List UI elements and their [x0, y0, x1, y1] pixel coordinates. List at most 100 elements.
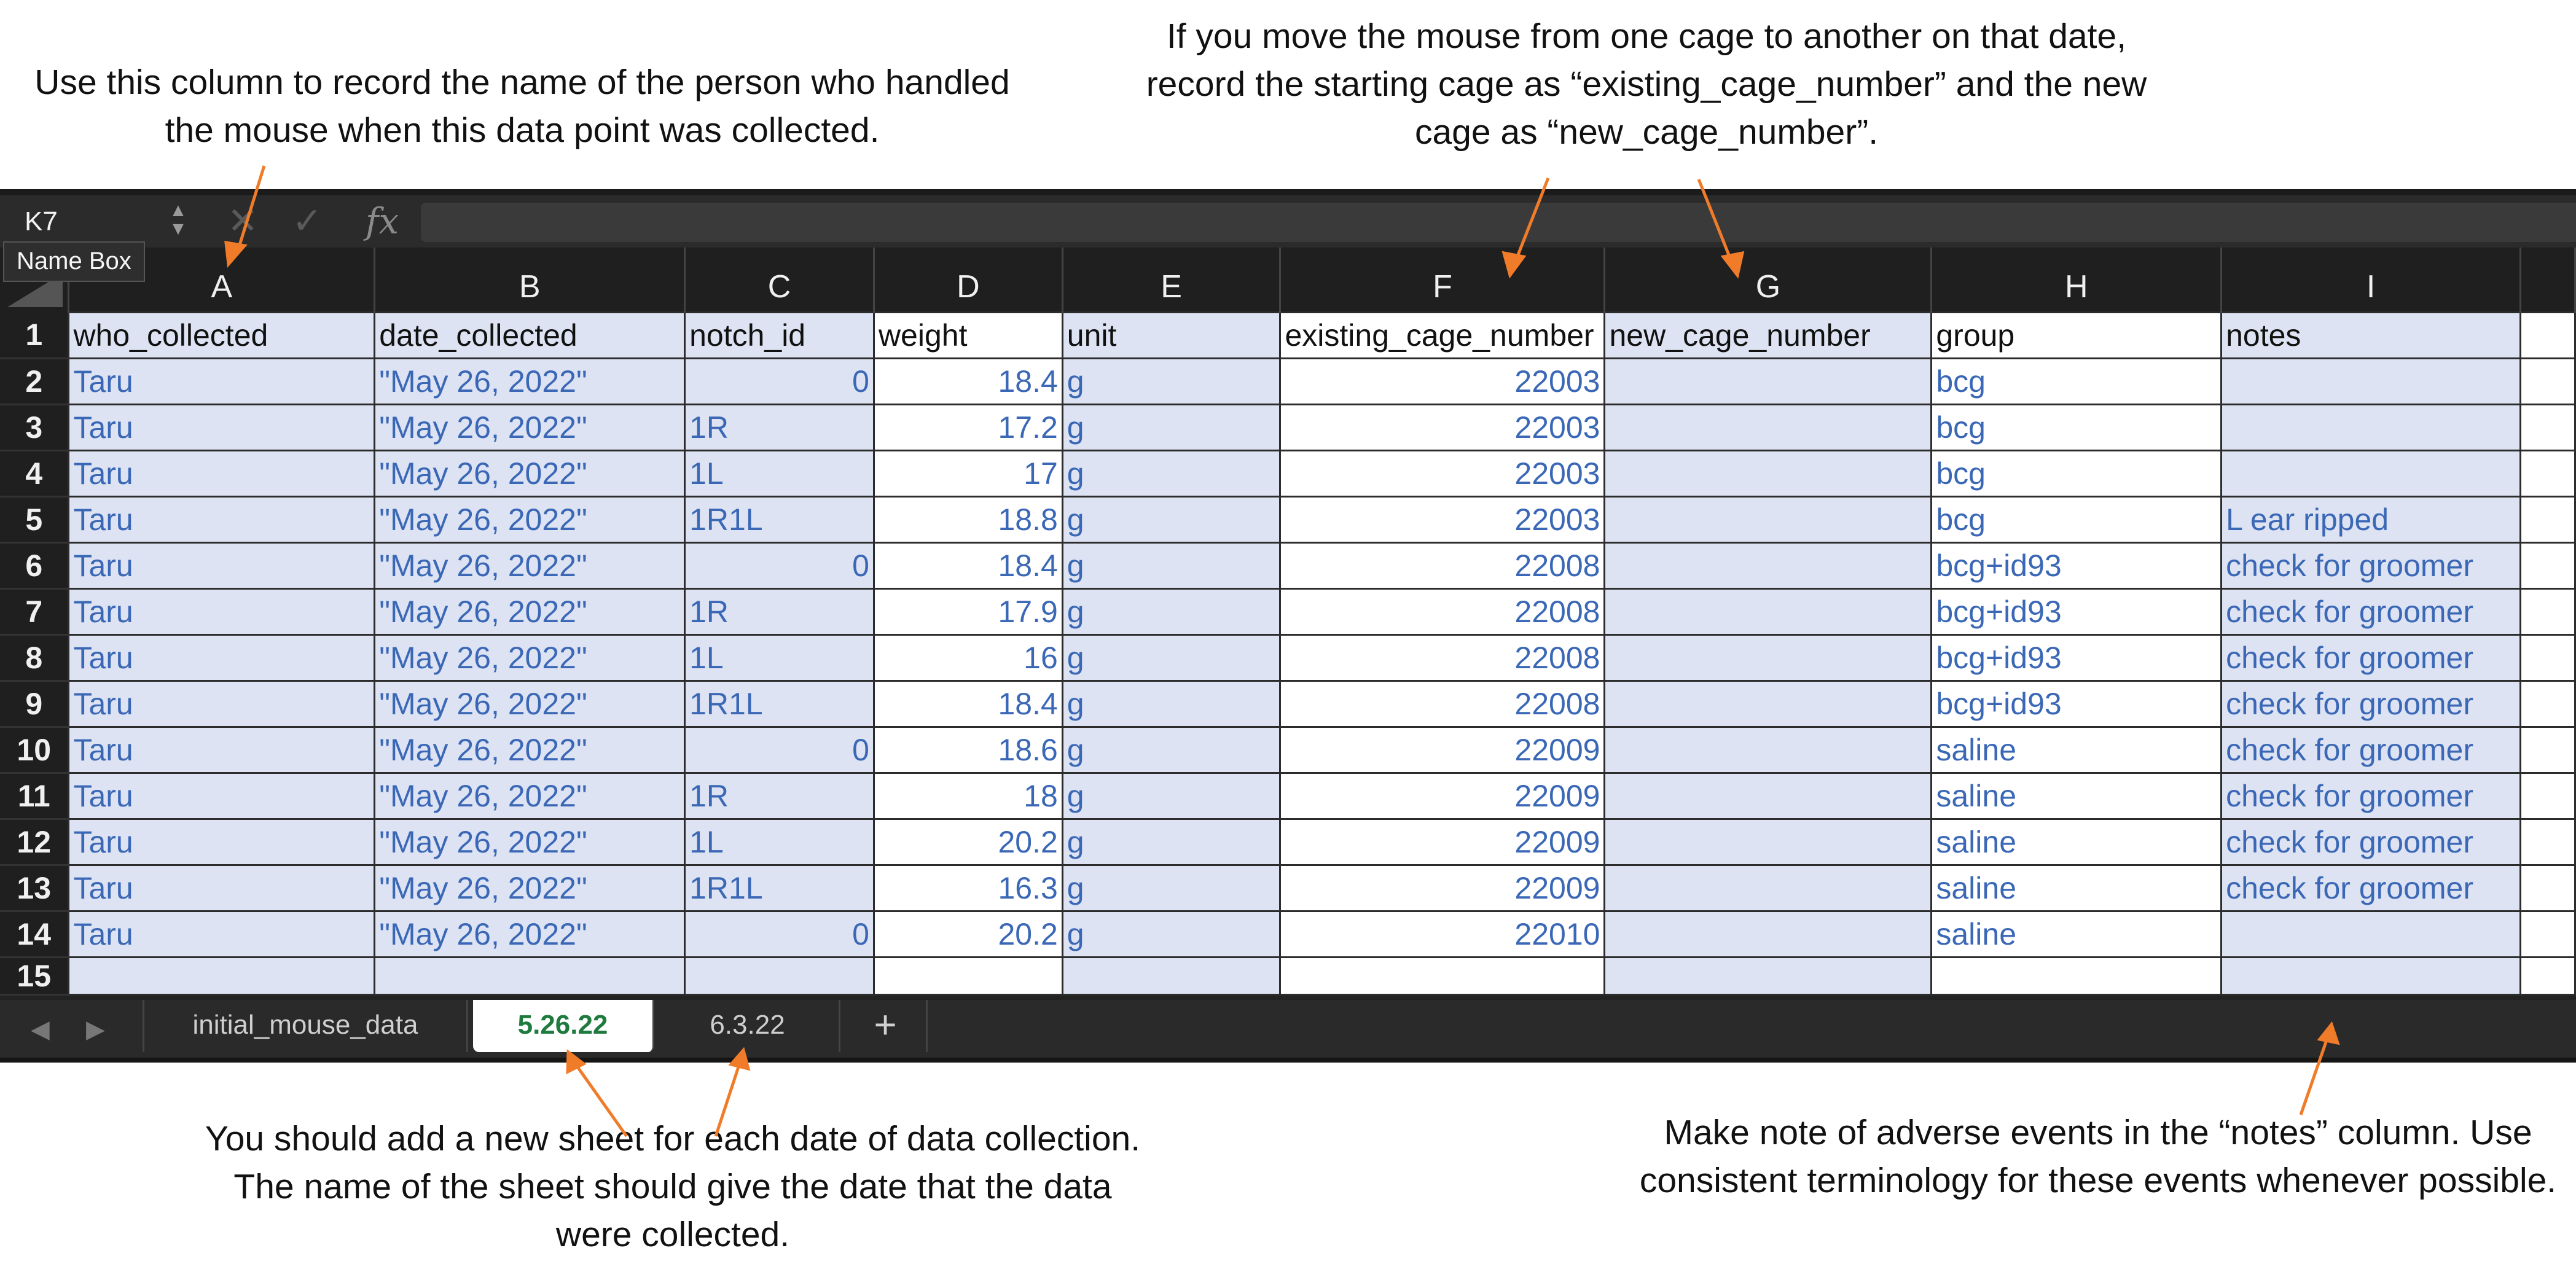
- grid-cell[interactable]: [2519, 587, 2576, 636]
- grid-cell[interactable]: "May 26, 2022": [374, 449, 686, 497]
- grid-cell[interactable]: check for groomer: [2220, 817, 2521, 866]
- grid-cell[interactable]: [1603, 679, 1933, 728]
- grid-cell[interactable]: saline: [1930, 771, 2223, 820]
- grid-cell[interactable]: [2519, 403, 2576, 451]
- grid-cell[interactable]: "May 26, 2022": [374, 817, 686, 866]
- grid-cell[interactable]: 22003: [1279, 357, 1606, 405]
- grid-cell[interactable]: [2519, 817, 2576, 866]
- grid-cell[interactable]: g: [1061, 679, 1282, 728]
- grid-cell[interactable]: 22008: [1279, 541, 1606, 590]
- name-box[interactable]: K7: [6, 198, 194, 244]
- row-header[interactable]: 14: [0, 911, 69, 958]
- grid-cell[interactable]: saline: [1930, 864, 2223, 912]
- grid-cell[interactable]: [1603, 956, 1933, 996]
- grid-cell[interactable]: 20.2: [872, 817, 1063, 866]
- header-cell[interactable]: notch_id: [684, 311, 875, 359]
- grid-cell[interactable]: Taru: [68, 541, 376, 590]
- grid-cell[interactable]: 22008: [1279, 679, 1606, 728]
- previous-sheet-icon[interactable]: ◀: [31, 1016, 50, 1043]
- grid-cell[interactable]: "May 26, 2022": [374, 633, 686, 682]
- grid-cell[interactable]: [2519, 771, 2576, 820]
- grid-cell[interactable]: Taru: [68, 817, 376, 866]
- grid-cell[interactable]: g: [1061, 725, 1282, 774]
- grid-cell[interactable]: check for groomer: [2220, 725, 2521, 774]
- grid-cell[interactable]: g: [1061, 771, 1282, 820]
- grid-cell[interactable]: 22009: [1279, 725, 1606, 774]
- grid-cell[interactable]: 18.4: [872, 541, 1063, 590]
- row-header[interactable]: 13: [0, 865, 69, 912]
- grid-cell[interactable]: "May 26, 2022": [374, 771, 686, 820]
- grid-cell[interactable]: 22003: [1279, 495, 1606, 544]
- grid-cell[interactable]: Taru: [68, 725, 376, 774]
- grid-cell[interactable]: [1603, 817, 1933, 866]
- name-box-stepper-icon[interactable]: ▲ ▼: [169, 200, 187, 239]
- grid-cell[interactable]: [2519, 679, 2576, 728]
- grid-cell[interactable]: 1L: [684, 449, 875, 497]
- grid-cell[interactable]: 1L: [684, 817, 875, 866]
- grid-cell[interactable]: "May 26, 2022": [374, 357, 686, 405]
- grid-cell[interactable]: [2519, 910, 2576, 958]
- grid-cell[interactable]: "May 26, 2022": [374, 910, 686, 958]
- header-cell[interactable]: group: [1930, 311, 2223, 359]
- fx-icon[interactable]: fx: [366, 200, 399, 242]
- grid-cell[interactable]: "May 26, 2022": [374, 403, 686, 451]
- grid-cell[interactable]: saline: [1930, 725, 2223, 774]
- grid-cell[interactable]: g: [1061, 449, 1282, 497]
- grid-cell[interactable]: 1L: [684, 633, 875, 682]
- row-header[interactable]: 8: [0, 634, 69, 682]
- grid-cell[interactable]: Taru: [68, 357, 376, 405]
- grid-cell[interactable]: Taru: [68, 403, 376, 451]
- grid-cell[interactable]: 22003: [1279, 449, 1606, 497]
- column-header-e[interactable]: E: [1062, 248, 1282, 312]
- grid-cell[interactable]: [2519, 633, 2576, 682]
- grid-cell[interactable]: [2519, 541, 2576, 590]
- grid-cell[interactable]: Taru: [68, 910, 376, 958]
- grid-cell[interactable]: Taru: [68, 864, 376, 912]
- grid-cell[interactable]: saline: [1930, 817, 2223, 866]
- grid-cell[interactable]: g: [1061, 403, 1282, 451]
- grid-cell[interactable]: [1603, 771, 1933, 820]
- enter-checkmark-icon[interactable]: ✓: [292, 200, 323, 241]
- grid-cell[interactable]: "May 26, 2022": [374, 864, 686, 912]
- next-sheet-icon[interactable]: ▶: [86, 1016, 105, 1043]
- grid-cell[interactable]: [1061, 956, 1282, 996]
- grid-cell[interactable]: 0: [684, 725, 875, 774]
- grid-cell[interactable]: [1603, 495, 1933, 544]
- grid-cell[interactable]: 1R1L: [684, 864, 875, 912]
- grid-cell[interactable]: [2220, 449, 2521, 497]
- cancel-icon[interactable]: ✕: [227, 200, 259, 241]
- grid-cell[interactable]: bcg: [1930, 403, 2223, 451]
- grid-cell[interactable]: g: [1061, 587, 1282, 636]
- grid-cell[interactable]: 1R: [684, 587, 875, 636]
- sheet-tab-initial-mouse-data[interactable]: initial_mouse_data: [143, 1000, 468, 1052]
- grid-cell[interactable]: check for groomer: [2220, 587, 2521, 636]
- row-header[interactable]: 4: [0, 450, 69, 497]
- grid-cell[interactable]: check for groomer: [2220, 679, 2521, 728]
- grid-cell[interactable]: g: [1061, 495, 1282, 544]
- grid-cell[interactable]: 1R: [684, 771, 875, 820]
- grid-cell[interactable]: bcg+id93: [1930, 541, 2223, 590]
- grid-cell[interactable]: 20.2: [872, 910, 1063, 958]
- grid-cell[interactable]: 17.9: [872, 587, 1063, 636]
- grid-cell[interactable]: g: [1061, 910, 1282, 958]
- grid-cell[interactable]: bcg+id93: [1930, 633, 2223, 682]
- column-header-i[interactable]: I: [2221, 248, 2521, 312]
- grid-cell[interactable]: check for groomer: [2220, 541, 2521, 590]
- grid-cell[interactable]: 18.4: [872, 357, 1063, 405]
- grid-cell[interactable]: 18.4: [872, 679, 1063, 728]
- grid-cell[interactable]: bcg: [1930, 357, 2223, 405]
- grid-cell[interactable]: [2220, 910, 2521, 958]
- column-header-h[interactable]: H: [1931, 248, 2223, 312]
- grid-cell[interactable]: g: [1061, 633, 1282, 682]
- grid-cell[interactable]: 22009: [1279, 817, 1606, 866]
- grid-cell[interactable]: [1603, 357, 1933, 405]
- grid-cell[interactable]: 22009: [1279, 864, 1606, 912]
- row-header[interactable]: 2: [0, 358, 69, 405]
- grid-cell[interactable]: [1603, 725, 1933, 774]
- grid-cell[interactable]: g: [1061, 357, 1282, 405]
- grid-cell[interactable]: Taru: [68, 449, 376, 497]
- column-header-overflow[interactable]: [2520, 248, 2576, 312]
- grid-cell[interactable]: Taru: [68, 771, 376, 820]
- grid-cell[interactable]: 17.2: [872, 403, 1063, 451]
- grid-cell[interactable]: 16.3: [872, 864, 1063, 912]
